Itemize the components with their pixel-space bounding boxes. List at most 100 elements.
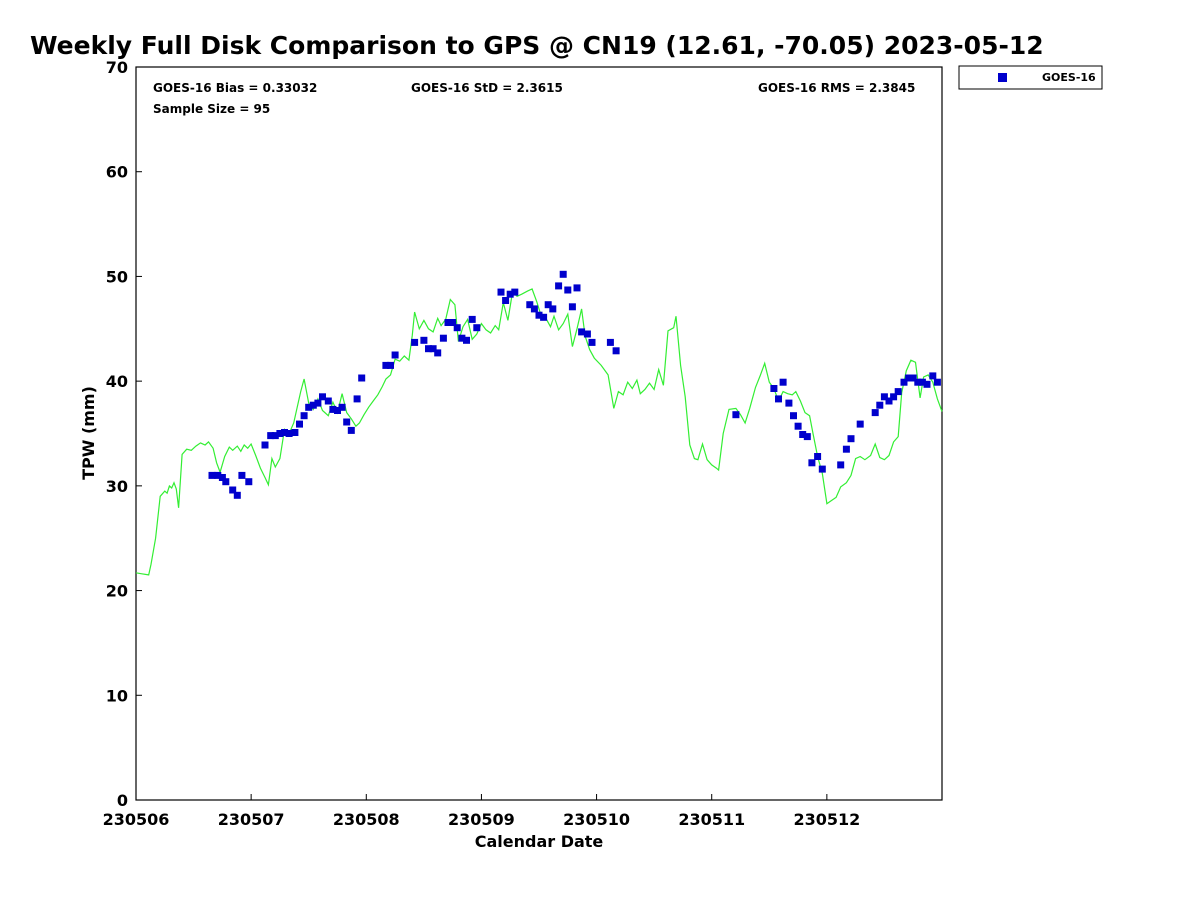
goes16-data-point [309,401,317,409]
goes16-data-point [871,409,879,417]
goes16-data-point [770,385,778,392]
goes16-data-point [842,445,850,453]
y-axis-label: TPW (mm) [79,386,98,480]
goes16-data-point [358,374,366,382]
goes16-data-point [296,420,303,428]
goes16-data-point [233,491,241,499]
goes16-data-point [818,465,826,473]
goes16-data-point [506,290,514,298]
goes16-data-point [732,411,740,419]
goes16-data-point [319,393,326,401]
goes16-data-point [779,378,787,386]
y-tick-label: 20 [106,582,128,601]
goes16-data-point [329,405,337,413]
goes16-data-point [444,319,452,326]
goes16-data-point [291,429,299,436]
goes16-data-point [468,315,476,323]
goes16-data-point [285,430,293,437]
goes16-data-point [578,328,586,336]
stat-bias: GOES-16 Bias = 0.33032 [153,81,317,95]
goes16-data-point [837,461,845,469]
x-tick-label: 230507 [218,810,285,829]
x-tick-label: 230511 [678,810,745,829]
y-tick-label: 50 [106,267,128,286]
stat-sample-size: Sample Size = 95 [153,102,270,116]
goes16-data-point [334,407,341,414]
goes16-data-point [502,297,510,304]
goes16-data-point [588,338,596,346]
goes16-data-point [267,432,275,440]
goes16-data-point [391,351,399,359]
goes16-data-point [473,324,481,332]
legend-box [958,65,1103,90]
gps-series-line [135,288,943,576]
y-tick-label: 10 [106,686,128,705]
x-tick-label: 230510 [563,810,630,829]
goes16-data-point [449,319,457,326]
legend-label: GOES-16 [1042,71,1096,84]
goes16-data-point [929,372,937,380]
goes16-data-point [847,435,855,443]
goes16-data-point [775,395,782,403]
goes16-data-point [790,412,797,420]
goes16-data-point [222,478,230,486]
goes16-data-point [411,338,419,346]
plot-area [135,66,943,801]
goes16-data-point [434,349,442,357]
goes16-data-point [914,378,922,386]
goes16-data-point [808,459,816,467]
goes16-data-point [229,486,237,494]
x-axis-label: Calendar Date [475,832,604,851]
goes16-data-point [555,282,563,290]
legend: GOES-16 [958,65,1103,90]
y-tick-label: 0 [117,791,128,810]
goes16-data-point [933,378,941,386]
goes16-data-point [439,334,447,342]
goes16-data-point [347,426,355,434]
y-axis-ticks: 0 10 20 30 40 50 60 70 [106,58,142,810]
goes16-data-point [794,422,802,430]
goes16-data-point [324,397,332,405]
goes16-data-point [612,347,620,355]
goes16-data-point [814,453,822,460]
goes16-data-point [314,399,322,407]
goes16-data-point [453,324,461,332]
goes16-data-point [900,378,908,386]
goes16-data-point [245,478,253,486]
goes16-data-point [271,432,279,440]
x-tick-label: 230506 [103,810,170,829]
goes16-data-point [425,345,432,353]
goes16-data-point [338,403,346,411]
goes16-data-point [549,305,557,313]
goes16-data-point [785,399,793,407]
goes16-data-point [281,429,288,436]
goes16-data-point [890,393,898,401]
goes16-data-point [544,301,552,309]
goes16-data-point [276,430,284,437]
goes16-data-point [606,338,614,346]
goes16-data-point [429,345,437,353]
gps-line-series [135,288,943,576]
goes16-data-point [300,412,308,420]
y-tick-label: 70 [106,58,128,77]
goes16-data-point [530,305,538,313]
goes16-data-point [880,393,888,401]
goes16-data-point [885,397,893,405]
goes16-data-point [535,311,543,319]
goes16-data-point [923,380,931,388]
goes16-data-point [214,471,222,479]
goes16-data-point [208,471,216,479]
x-tick-label: 230512 [793,810,860,829]
goes16-data-point [463,336,470,344]
goes16-data-point [420,336,428,344]
goes16-data-point [918,378,926,386]
goes16-data-point [568,303,576,311]
goes16-point-series [208,270,941,499]
stat-rms: GOES-16 RMS = 2.3845 [758,81,915,95]
goes16-data-point [583,330,591,338]
goes16-data-point [382,361,390,369]
goes16-data-point [218,474,226,481]
goes16-data-point [353,395,361,403]
goes16-data-point [564,286,572,294]
